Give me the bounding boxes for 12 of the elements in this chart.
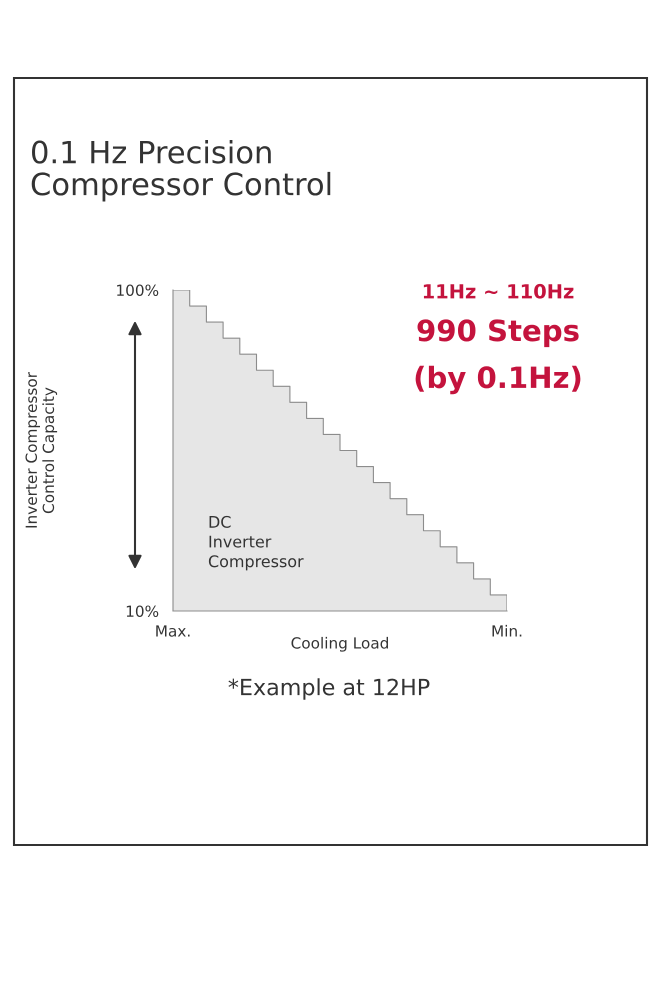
x-tick-label: Min.: [492, 624, 522, 636]
text: *Example at 12HP: [228, 678, 430, 700]
annotation: (by 0.1Hz): [416, 366, 580, 394]
x-axis-title: Cooling Load: [291, 636, 388, 652]
y-axis-title: Inverter Compressor Control Capacity: [25, 372, 58, 528]
annotation: DC Inverter Compressor: [208, 516, 304, 570]
y-tick-label: 10%: [126, 605, 158, 618]
x-tick-label: Max.: [156, 625, 190, 637]
annotation: 11Hz ~ 110Hz: [424, 284, 574, 299]
chart-title: 0.1 Hz Precision Compressor Control: [32, 140, 330, 202]
annotation: 990 Steps: [418, 319, 579, 348]
y-tick-label: 100%: [117, 284, 158, 296]
